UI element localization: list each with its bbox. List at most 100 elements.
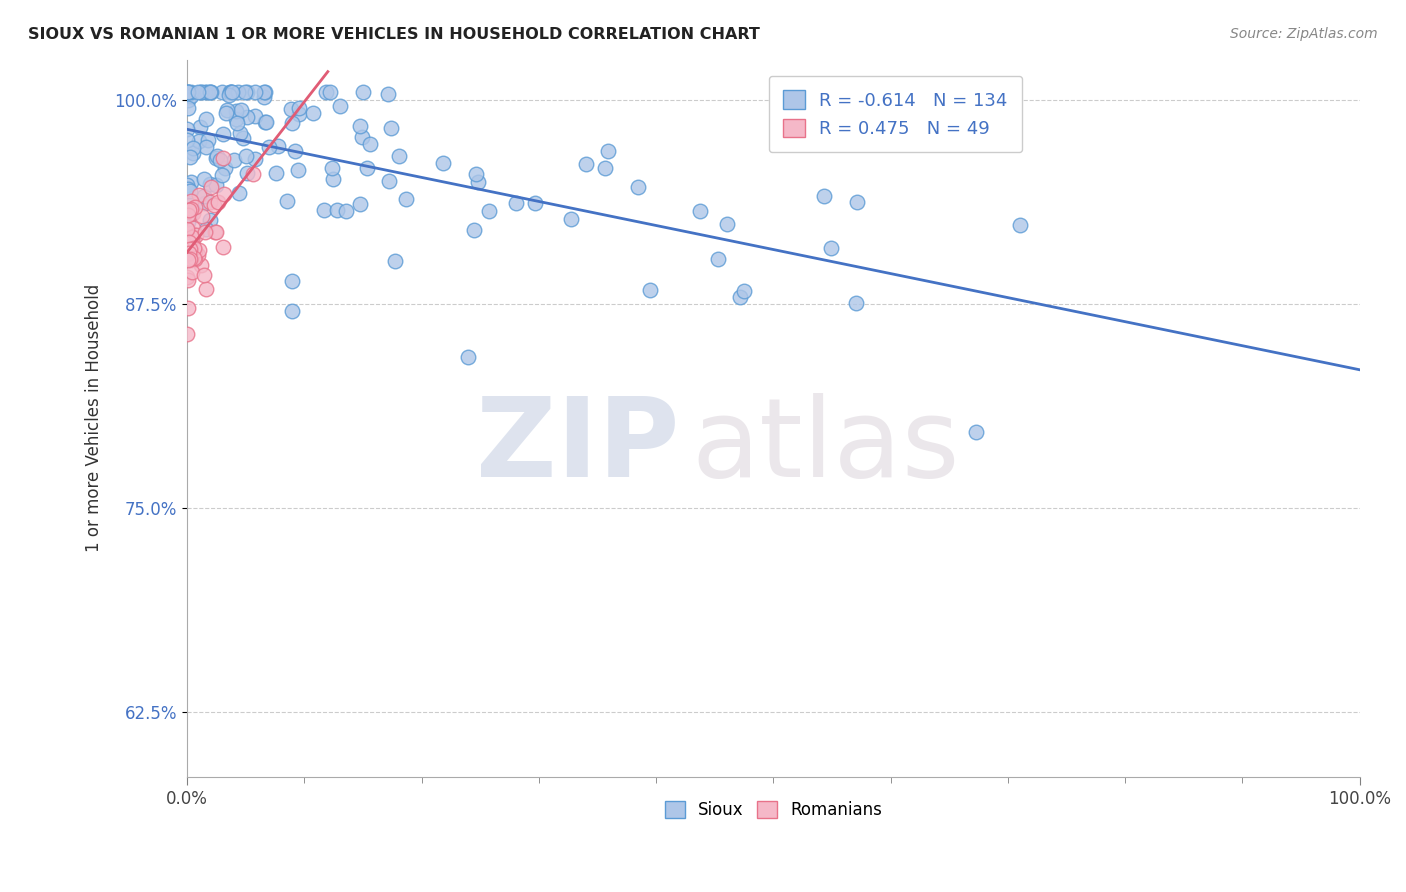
Point bbox=[228, 186, 250, 201]
Point bbox=[180, 85, 202, 99]
Point bbox=[190, 85, 212, 99]
Point bbox=[190, 258, 212, 272]
Point bbox=[229, 126, 252, 140]
Point bbox=[195, 112, 218, 127]
Point bbox=[287, 163, 309, 178]
Point bbox=[187, 85, 209, 99]
Point bbox=[181, 141, 204, 155]
Point bbox=[505, 195, 527, 210]
Point bbox=[194, 222, 217, 236]
Text: SIOUX VS ROMANIAN 1 OR MORE VEHICLES IN HOUSEHOLD CORRELATION CHART: SIOUX VS ROMANIAN 1 OR MORE VEHICLES IN … bbox=[28, 27, 761, 42]
Point bbox=[183, 242, 205, 256]
Point bbox=[254, 85, 277, 99]
Point bbox=[219, 85, 242, 99]
Point bbox=[176, 85, 198, 99]
Point bbox=[463, 223, 485, 237]
Point bbox=[179, 242, 201, 256]
Point bbox=[180, 253, 202, 268]
Point bbox=[222, 153, 245, 168]
Point bbox=[187, 134, 209, 148]
Point bbox=[280, 103, 302, 117]
Point bbox=[845, 296, 868, 310]
Point bbox=[281, 116, 304, 130]
Point bbox=[254, 115, 277, 129]
Text: ZIP: ZIP bbox=[477, 393, 679, 500]
Point bbox=[350, 129, 373, 144]
Point bbox=[707, 252, 730, 267]
Point bbox=[315, 85, 337, 99]
Point bbox=[188, 120, 211, 135]
Point bbox=[264, 166, 287, 180]
Point bbox=[200, 179, 222, 194]
Point bbox=[179, 235, 201, 250]
Point bbox=[215, 103, 238, 117]
Point bbox=[179, 197, 201, 211]
Point bbox=[176, 269, 198, 284]
Point bbox=[465, 167, 488, 181]
Point bbox=[181, 230, 204, 244]
Point bbox=[219, 85, 242, 99]
Point bbox=[205, 151, 228, 165]
Point bbox=[211, 151, 233, 165]
Point bbox=[194, 282, 217, 296]
Point bbox=[689, 204, 711, 219]
Point bbox=[183, 251, 205, 265]
Point bbox=[388, 149, 411, 163]
Point bbox=[194, 225, 217, 239]
Point bbox=[184, 244, 207, 258]
Point bbox=[356, 161, 378, 175]
Point bbox=[276, 194, 298, 208]
Point bbox=[225, 104, 247, 119]
Point bbox=[176, 178, 198, 192]
Point bbox=[176, 93, 198, 107]
Point bbox=[301, 106, 323, 120]
Point bbox=[198, 212, 221, 227]
Point bbox=[965, 425, 987, 439]
Point bbox=[177, 301, 200, 315]
Point bbox=[193, 171, 215, 186]
Point bbox=[560, 211, 582, 226]
Point bbox=[176, 253, 198, 268]
Point bbox=[176, 122, 198, 136]
Point bbox=[179, 202, 201, 217]
Point bbox=[432, 155, 454, 169]
Point bbox=[207, 194, 229, 209]
Point bbox=[329, 99, 352, 113]
Point bbox=[179, 151, 201, 165]
Point bbox=[180, 206, 202, 220]
Point bbox=[236, 110, 259, 124]
Point bbox=[281, 304, 304, 318]
Point bbox=[380, 121, 402, 136]
Point bbox=[312, 203, 335, 218]
Point bbox=[716, 217, 738, 231]
Point bbox=[205, 225, 228, 239]
Point bbox=[524, 195, 547, 210]
Point bbox=[194, 140, 217, 154]
Point bbox=[457, 350, 479, 364]
Point bbox=[267, 139, 290, 153]
Point bbox=[215, 105, 238, 120]
Point bbox=[214, 161, 236, 175]
Point bbox=[257, 140, 280, 154]
Point bbox=[176, 215, 198, 229]
Point bbox=[212, 240, 235, 254]
Point bbox=[180, 233, 202, 247]
Point bbox=[181, 251, 204, 265]
Point bbox=[235, 148, 257, 162]
Point bbox=[252, 85, 274, 99]
Point bbox=[211, 85, 233, 99]
Point bbox=[180, 202, 202, 217]
Point bbox=[253, 114, 276, 128]
Point bbox=[177, 273, 200, 287]
Point bbox=[186, 228, 208, 243]
Point bbox=[218, 85, 240, 99]
Point bbox=[197, 133, 219, 147]
Point bbox=[181, 265, 204, 279]
Point bbox=[188, 243, 211, 257]
Point bbox=[730, 290, 752, 304]
Point bbox=[813, 189, 835, 203]
Point bbox=[198, 85, 221, 99]
Point bbox=[281, 274, 304, 288]
Y-axis label: 1 or more Vehicles in Household: 1 or more Vehicles in Household bbox=[86, 285, 103, 552]
Point bbox=[204, 178, 226, 193]
